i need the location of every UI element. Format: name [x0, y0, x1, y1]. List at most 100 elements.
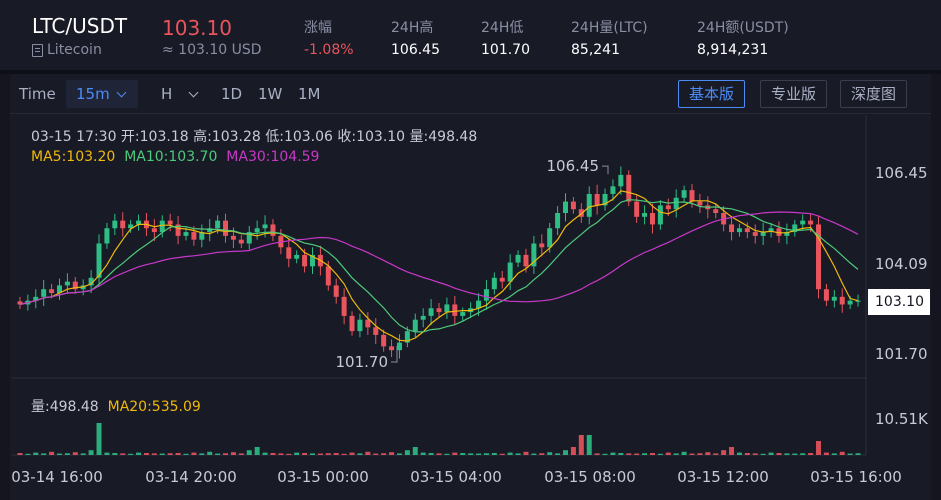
volume-bar: [317, 453, 323, 455]
candle-body: [104, 228, 110, 244]
volume-bar: [302, 453, 308, 455]
candle-body: [444, 304, 450, 313]
volume-bar: [689, 453, 695, 455]
candle-body: [626, 174, 632, 202]
interval-dropdown[interactable]: 15m: [76, 74, 127, 114]
candle-body: [784, 232, 790, 236]
candle-body: [523, 254, 529, 267]
volume-bar: [120, 453, 126, 455]
document-icon: [32, 43, 43, 57]
volume-bar: [112, 453, 118, 455]
candle-body: [223, 220, 229, 236]
candle-body: [357, 319, 363, 332]
time-tick-label: 03-15 16:00: [810, 468, 902, 486]
period-1d[interactable]: 1D: [221, 85, 243, 103]
candle-body: [412, 319, 418, 332]
period-1w[interactable]: 1W: [258, 85, 283, 103]
candle-body: [760, 232, 766, 236]
volume-bar: [309, 453, 315, 455]
candle-body: [64, 281, 70, 286]
candle-body: [373, 327, 379, 335]
candle-body: [729, 224, 735, 233]
view-pro-button[interactable]: 专业版: [760, 80, 828, 108]
volume-bar: [230, 452, 236, 455]
candle-body: [649, 213, 655, 225]
stat-24h-turnover: 24H额(USDT) 8,914,231: [697, 18, 789, 62]
coin-name: Litecoin: [32, 42, 102, 58]
candle-body: [349, 315, 355, 332]
candle-body: [452, 304, 458, 316]
coin-name-label: Litecoin: [47, 42, 102, 58]
stat-value: 85,241: [571, 42, 620, 58]
volume-bar: [570, 447, 576, 455]
price-tick-label: 104.09: [875, 255, 928, 273]
volume-bar: [483, 453, 489, 455]
candle-body: [736, 228, 742, 233]
candle-body: [768, 228, 774, 233]
candle-body: [657, 205, 663, 225]
candle-body: [17, 301, 23, 305]
candle-body: [555, 213, 561, 229]
volume-bar: [736, 452, 742, 455]
candle-body: [681, 190, 687, 198]
period-1m[interactable]: 1M: [298, 85, 321, 103]
volume-bar: [80, 453, 86, 455]
candle-body: [673, 197, 679, 210]
candle-body: [697, 201, 703, 206]
volume-bar: [428, 453, 434, 455]
volume-bar: [634, 453, 640, 455]
candle-body: [689, 190, 695, 202]
candle-body: [547, 228, 553, 248]
stat-label: 24H高: [391, 20, 434, 36]
volume-bar: [17, 453, 23, 455]
volume-bar: [673, 453, 679, 455]
candle-body: [381, 334, 387, 347]
candle-body: [396, 342, 402, 351]
view-depth-button[interactable]: 深度图: [840, 80, 908, 108]
volume-bar: [515, 453, 521, 455]
hour-dropdown[interactable]: H: [161, 74, 199, 114]
volume-bar: [341, 453, 347, 455]
volume-bar: [563, 450, 569, 455]
candle-body: [847, 300, 853, 305]
volume-bar: [823, 452, 829, 455]
volume-bar: [64, 453, 70, 455]
candle-body: [175, 224, 181, 236]
stat-24h-low: 24H低 101.70: [481, 18, 530, 62]
volume-bar: [238, 453, 244, 455]
volume-bar: [49, 451, 55, 455]
ma5-label: MA5:103.20: [31, 149, 116, 165]
candle-body: [483, 289, 489, 301]
candle-body: [120, 220, 126, 229]
volume-bar: [207, 451, 213, 455]
volume-bar: [246, 450, 252, 455]
candle-body: [207, 228, 213, 233]
volume-bar: [468, 453, 474, 455]
hour-label: H: [161, 85, 173, 103]
view-basic-button[interactable]: 基本版: [678, 80, 746, 108]
volume-legend: 量:498.48 MA20:535.09: [31, 396, 201, 416]
volume-bar: [784, 453, 790, 455]
volume-bar: [381, 453, 387, 455]
volume-bar: [151, 453, 157, 455]
volume-bar: [56, 453, 62, 455]
volume-bar: [586, 435, 592, 455]
time-label[interactable]: Time: [19, 85, 56, 103]
volume-bar: [333, 453, 339, 455]
trading-pair[interactable]: LTC/USDT: [32, 14, 128, 38]
ma30-line: [19, 211, 859, 306]
volume-bar: [721, 450, 727, 455]
volume-bar: [752, 453, 758, 455]
volume-bar: [642, 453, 648, 455]
volume-bar: [831, 453, 837, 455]
volume-bar: [665, 452, 671, 455]
candle-body: [531, 243, 537, 267]
time-tick-label: 03-15 00:00: [277, 468, 369, 486]
volume-bar: [705, 452, 711, 455]
candle-body: [610, 186, 616, 194]
candle-body: [365, 319, 371, 328]
candle-body: [428, 308, 434, 316]
volume-tick-label: 10.51K: [875, 410, 929, 428]
candle-body: [49, 289, 55, 294]
